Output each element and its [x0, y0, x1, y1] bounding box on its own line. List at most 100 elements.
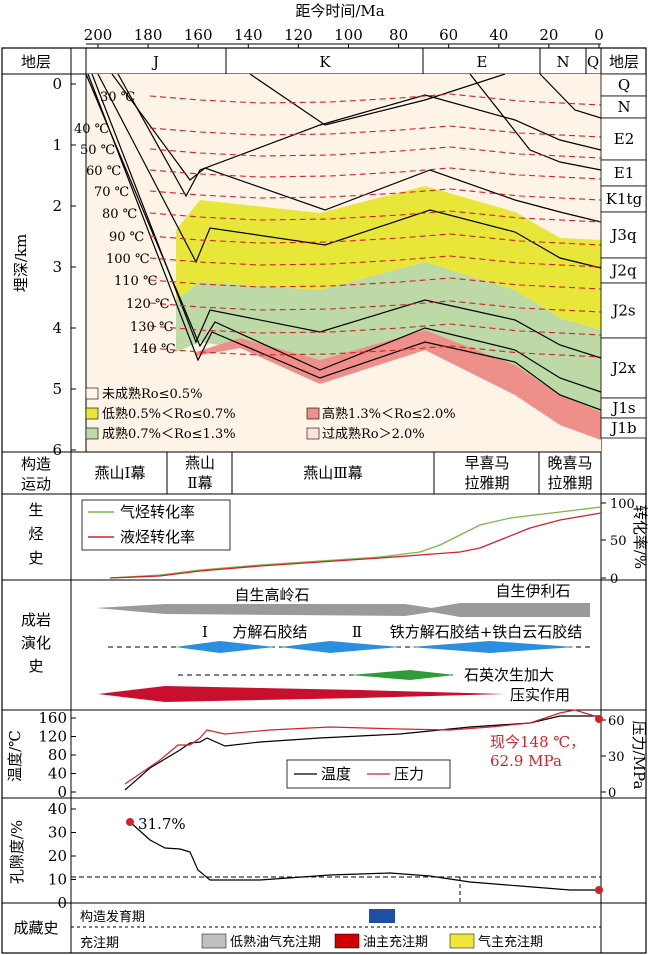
time-tick-label: 180	[134, 26, 163, 44]
temp-axis-title: 温度/℃	[6, 730, 24, 782]
time-tick-label: 0	[594, 26, 604, 44]
time-tick-label: 120	[284, 26, 313, 44]
period-E: E	[477, 53, 488, 71]
legend-high-mature: 高熟1.3%＜Ro≤2.0%	[322, 406, 456, 422]
temperature-tick-label: 120	[38, 728, 67, 746]
hc-label-1: 生	[28, 501, 43, 519]
structure-period-label: 构造发育期	[80, 909, 145, 925]
time-tick-label: 140	[234, 26, 263, 44]
porosity-max-marker	[126, 818, 134, 826]
isotherm-label: 100 ℃	[106, 252, 150, 267]
ferro-bar	[410, 641, 575, 653]
isotherm-label: 110 ℃	[114, 274, 158, 289]
period-N: N	[556, 53, 569, 71]
depth-tick-label: 2	[52, 197, 62, 215]
conversion-tick-label: 50	[610, 534, 627, 549]
calcite-2-bar	[280, 641, 400, 653]
phase-yanshan-2b: Ⅱ幕	[187, 474, 212, 492]
formation-cell	[600, 159, 647, 187]
formation-label: E2	[614, 130, 635, 148]
depth-axis-title: 埋深/km	[12, 234, 30, 292]
formation-cell	[600, 337, 647, 399]
isotherm-label: 40 ℃	[74, 122, 109, 137]
depth-tick-label: 0	[52, 75, 62, 93]
present-marker	[595, 715, 603, 723]
conversion-axis: 100 50 0	[601, 497, 635, 587]
formation-cell	[600, 117, 647, 161]
depth-tick-label: 6	[52, 441, 62, 459]
porosity-tick-label: 0	[57, 894, 67, 912]
present-annotation-2: 62.9 MPa	[490, 752, 562, 770]
legend-immature: 未成熟Ro≤0.5%	[102, 386, 203, 402]
isotherm-line	[149, 345, 601, 358]
time-tick-label: 80	[389, 26, 408, 44]
depth-axis: 0 1 2 3 4 5 6	[52, 75, 76, 459]
isotherm-label: 120 ℃	[126, 297, 170, 312]
formation-label: J3q	[609, 226, 637, 244]
legend-low-mature: 低熟0.5%＜Ro≤0.7%	[102, 406, 236, 422]
isotherm-line	[149, 125, 601, 138]
formation-cell	[600, 211, 647, 259]
strata-header-right: 地层	[609, 53, 639, 71]
pressure-curve	[124, 709, 602, 785]
formation-label: J1s	[610, 399, 635, 417]
zone-mature	[176, 262, 601, 412]
formation-label: J2q	[609, 262, 637, 280]
time-tick-label: 40	[489, 26, 508, 44]
period-Q: Q	[587, 53, 599, 71]
isotherm-line	[149, 167, 601, 180]
period-J: J	[151, 53, 159, 71]
depth-tick-label: 5	[52, 380, 62, 398]
isotherm-label: 70 ℃	[94, 185, 129, 200]
depth-tick-label: 3	[52, 258, 62, 276]
time-tick-label: 160	[184, 26, 213, 44]
phase-late-hima-b: 拉雅期	[547, 474, 592, 492]
diag-label-1: 成岩	[21, 611, 51, 629]
porosity-tick-label: 20	[48, 847, 67, 865]
legend-gas-conversion: 气烃转化率	[120, 503, 195, 521]
phase-late-hima-a: 晚喜马	[547, 454, 592, 472]
isotherm-label: 130 ℃	[130, 320, 174, 335]
temperature-tick-label: 80	[48, 746, 67, 764]
phase-early-hima-b: 拉雅期	[464, 474, 509, 492]
tectonic-label-1: 构造	[21, 455, 51, 473]
time-tick-label: 200	[84, 26, 113, 44]
isotherm-line	[149, 233, 601, 246]
hc-label-3: 史	[28, 549, 43, 567]
pressure-axis-title: 压力/MPa	[630, 721, 648, 790]
isotherm-line	[149, 323, 601, 336]
formation-label: J1b	[609, 419, 636, 437]
phase-early-hima-a: 早喜马	[464, 454, 509, 472]
kaolinite-label: 自生高岭石	[234, 586, 309, 604]
stage-1-label: Ⅰ	[202, 623, 208, 641]
formation-label: E1	[614, 164, 635, 182]
zone-high-mature	[196, 330, 601, 440]
isotherm-labels: 30 ℃ 40 ℃ 50 ℃ 60 ℃ 70 ℃ 80 ℃ 90 ℃ 100 ℃ 110 ℃ 12…	[74, 90, 176, 357]
conversion-axis-title: 转化率/%	[631, 505, 649, 569]
quartz-bar	[350, 670, 455, 680]
oil-conversion-curve	[109, 512, 602, 579]
ferro-label: 铁方解石胶结+铁白云石胶结	[390, 623, 583, 641]
porosity-present-marker	[595, 886, 603, 894]
porosity-curve	[129, 821, 601, 891]
formation-label: K1tg	[606, 190, 643, 208]
legend-pressure: 压力	[394, 765, 424, 783]
illite-label: 自生伊利石	[495, 582, 570, 600]
depth-tick-label: 4	[52, 319, 62, 337]
legend-oil-conversion: 液烃转化率	[120, 528, 195, 546]
pressure-tick-label: 60	[608, 714, 625, 729]
time-tick-label: 20	[539, 26, 558, 44]
isotherm-label: 90 ℃	[109, 230, 144, 245]
diag-label-2: 演化	[21, 634, 51, 652]
depth-tick-label: 1	[52, 136, 62, 154]
formation-label: N	[617, 98, 630, 116]
isotherm-label: 50 ℃	[80, 143, 115, 158]
present-annotation-1: 现今148 ℃，	[490, 733, 585, 751]
porosity-max-label: 31.7%	[138, 815, 186, 833]
formation-column: QN E2 E1 K1tg J3q J2q J2s J2x J1s J1b	[600, 73, 647, 439]
tectonic-label-2: 运动	[21, 475, 51, 493]
burial-history-panel	[86, 74, 601, 452]
pressure-tick-label: 30	[608, 750, 625, 765]
legend-over-mature: 过成熟Ro＞2.0%	[322, 426, 425, 442]
